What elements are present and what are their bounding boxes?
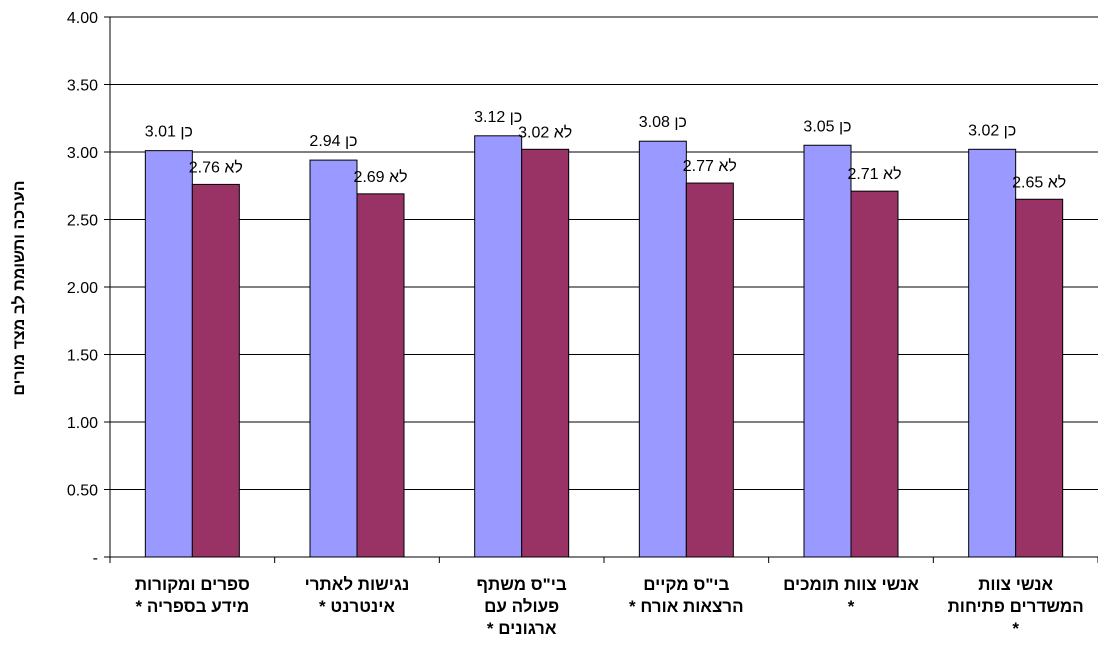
data-label: כן 3.08 xyxy=(639,114,687,131)
bar-כן xyxy=(638,140,687,558)
data-label: לא 2.76 xyxy=(189,158,243,176)
category-label-line: נגישות לאתרי xyxy=(305,575,410,594)
y-tick-label: - xyxy=(93,550,98,567)
category-label-line: אנשי צוות xyxy=(978,575,1053,594)
data-labels: כן 3.01 כן 2.94 כן 3.12 כן 3.08 כן 3.05 כן 3.… xyxy=(145,109,1066,191)
bar-כן xyxy=(144,150,193,558)
axes xyxy=(109,17,1098,563)
bar-לא xyxy=(1015,198,1064,558)
y-tick-label: 4.00 xyxy=(67,10,98,27)
data-label: כן 3.02 xyxy=(968,122,1016,139)
bar-לא xyxy=(521,148,570,558)
bar-לא xyxy=(850,190,899,558)
data-label: לא 2.71 xyxy=(847,165,901,183)
bar-כן xyxy=(968,148,1017,558)
category-label: בי"ס מקיים הרצאות אורח * xyxy=(629,575,744,616)
data-label: לא 2.69 xyxy=(353,168,407,186)
bars xyxy=(144,135,1064,558)
gridlines xyxy=(104,16,1098,558)
y-tick-label: 0.50 xyxy=(67,483,98,500)
category-label-line: פעולה עם xyxy=(484,597,559,616)
y-tick-label: 2.50 xyxy=(67,213,98,230)
bar-לא xyxy=(191,183,240,558)
data-label: כן 3.01 xyxy=(145,124,193,141)
y-axis-label: הערכה ותשומת לב מצד מורים xyxy=(10,180,28,395)
category-label: בי"ס משתף פעולה עם ארגונים * xyxy=(477,575,567,638)
y-tick-label: 3.00 xyxy=(67,145,98,162)
data-label: כן 3.12 xyxy=(474,109,522,126)
bar-לא xyxy=(356,193,405,558)
category-label: ספרים ומקורות מידע בספריה * xyxy=(135,575,250,616)
data-label: לא 3.02 xyxy=(518,123,572,141)
category-label-line: * xyxy=(1012,619,1019,638)
data-label: כן 3.05 xyxy=(803,118,851,135)
y-tick-label: 1.50 xyxy=(67,348,98,365)
category-label: אנשי צוות תומכים * xyxy=(783,575,919,616)
category-label-line: ספרים ומקורות xyxy=(135,575,250,594)
y-tick-label: 2.00 xyxy=(67,280,98,297)
data-label: לא 2.77 xyxy=(683,157,737,175)
y-tick-labels: - 0.50 1.00 1.50 2.00 2.50 3.00 3.50 4.00 xyxy=(67,10,98,567)
bar-כן xyxy=(474,135,523,558)
category-label-line: אנשי צוות תומכים xyxy=(783,575,919,594)
category-label-line: ארגונים * xyxy=(487,619,557,638)
y-tick-label: 1.00 xyxy=(67,415,98,432)
bar-כן xyxy=(309,159,358,558)
data-label: כן 2.94 xyxy=(309,133,357,150)
category-label: נגישות לאתרי אינטרנט * xyxy=(305,575,410,616)
category-label: אנשי צוות המשדרים פתיחות * xyxy=(948,575,1084,638)
category-label-line: בי"ס מקיים xyxy=(643,575,729,594)
category-label-line: הרצאות אורח * xyxy=(629,597,744,616)
category-label-line: * xyxy=(848,597,855,616)
category-label-line: מידע בספריה * xyxy=(135,597,249,616)
category-label-line: בי"ס משתף xyxy=(477,575,567,594)
bar-לא xyxy=(685,182,734,558)
y-tick-label: 3.50 xyxy=(67,78,98,95)
data-label: לא 2.65 xyxy=(1012,173,1066,191)
category-label-line: אינטרנט * xyxy=(319,597,395,616)
category-labels: ספרים ומקורות מידע בספריה * נגישות לאתרי אי… xyxy=(135,575,1084,638)
category-label-line: המשדרים פתיחות xyxy=(948,597,1084,616)
bar-כן xyxy=(803,144,852,558)
